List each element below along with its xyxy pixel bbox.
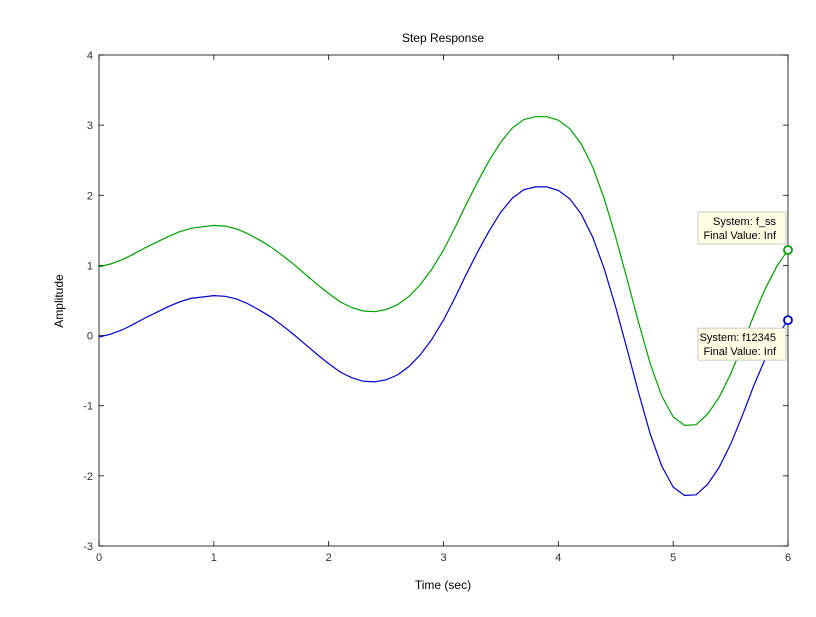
series-line-f-ss: [98, 116, 789, 427]
datatip-system-label: System: f12345: [700, 332, 776, 344]
x-tick-label: 4: [555, 552, 561, 564]
x-tick-label: 1: [211, 552, 217, 564]
y-tick-label: 3: [87, 120, 93, 132]
datatip-final-value-label: Final Value: Inf: [703, 230, 777, 242]
datatip-box-f12345: [697, 327, 787, 361]
y-tick-label: 0: [87, 331, 93, 343]
x-tick-label: 3: [440, 552, 446, 564]
x-tick-label: 2: [326, 552, 332, 564]
y-tick-label: -2: [83, 471, 93, 483]
y-tick-label: 4: [87, 50, 93, 62]
x-tick-label: 0: [96, 552, 102, 564]
series-line-f12345: [98, 186, 789, 497]
y-axis-label: Amplitude: [52, 274, 66, 328]
final-value-marker-f-ss[interactable]: [783, 245, 793, 255]
y-tick-label: -1: [83, 401, 93, 413]
x-axis-label: Time (sec): [415, 578, 471, 592]
datatip-box-f-ss: [697, 211, 787, 245]
y-tick-label: 2: [87, 190, 93, 202]
chart-title: Step Response: [402, 31, 484, 45]
datatip-system-label: System: f_ss: [713, 216, 776, 228]
y-tick-label: -3: [83, 541, 93, 553]
series-layer: [98, 116, 789, 497]
annotation-layer: System: f_ss Final Value: Inf System: f123…: [697, 211, 793, 361]
axis-ticks: 0 1 2 3 4 5 6 -3 -2 -1 0 1 2 3 4: [83, 50, 791, 564]
x-tick-label: 5: [670, 552, 676, 564]
axes-box: [98, 54, 789, 547]
datatip-final-value-label: Final Value: Inf: [703, 346, 777, 358]
final-value-marker-f12345[interactable]: [783, 315, 793, 326]
x-tick-label: 6: [785, 552, 791, 564]
y-tick-label: 1: [87, 260, 93, 272]
